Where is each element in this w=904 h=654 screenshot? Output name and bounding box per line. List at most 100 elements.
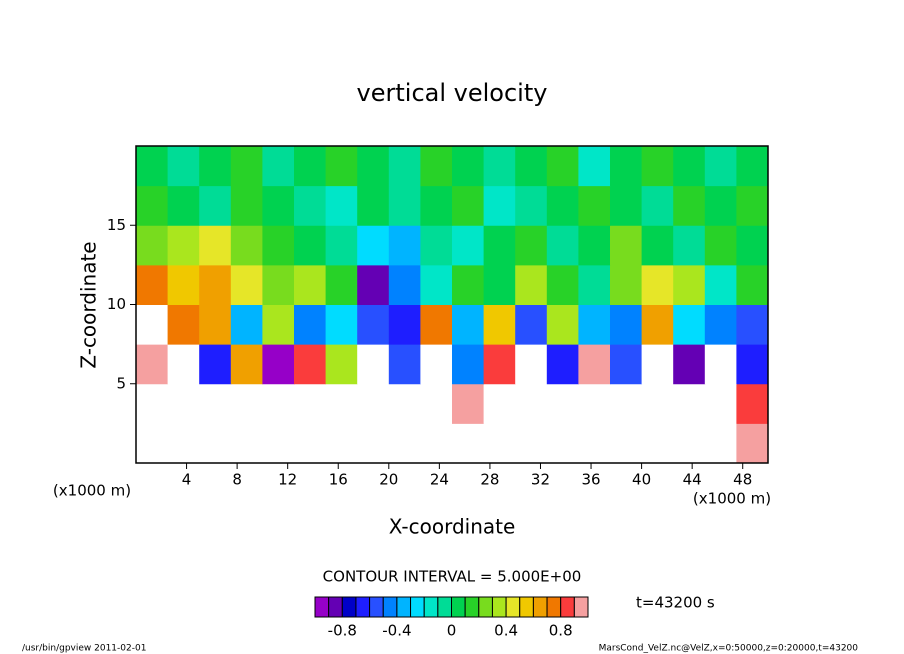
- heatmap-cell: [357, 344, 390, 385]
- x-tick-label: 8: [232, 471, 242, 489]
- heatmap-cell: [704, 344, 737, 385]
- colorbar-box: [491, 596, 507, 618]
- heatmap-cell: [546, 344, 579, 385]
- colorbar-box: [560, 596, 575, 618]
- heatmap-cell: [167, 423, 200, 464]
- y-unit-label: (x1000 m): [53, 482, 131, 500]
- heatmap-cell: [736, 423, 769, 464]
- colorbar-tick-label: -0.8: [328, 622, 357, 640]
- heatmap-cell: [262, 185, 295, 226]
- heatmap-cell: [420, 146, 453, 187]
- heatmap-cell: [673, 146, 706, 187]
- heatmap-cell: [546, 264, 579, 305]
- heatmap-cell: [388, 344, 421, 385]
- heatmap-cell: [483, 344, 516, 385]
- y-tick-label: 10: [107, 295, 126, 313]
- heatmap-cell: [736, 225, 769, 266]
- heatmap-cell: [325, 344, 358, 385]
- heatmap-cell: [704, 383, 737, 424]
- heatmap-cell: [357, 146, 390, 187]
- heatmap-cell: [704, 264, 737, 305]
- heatmap-cell: [610, 423, 643, 464]
- footer-right: MarsCond_VelZ.nc@VelZ,x=0:50000,z=0:2000…: [599, 644, 859, 654]
- heatmap-cell: [357, 423, 390, 464]
- heatmap-cell: [230, 225, 263, 266]
- heatmap-cell: [483, 383, 516, 424]
- heatmap-cell: [578, 423, 611, 464]
- heatmap-cell: [452, 264, 485, 305]
- heatmap-cell: [452, 423, 485, 464]
- heatmap-cell: [452, 225, 485, 266]
- colorbar-box: [464, 596, 480, 618]
- heatmap-cell: [357, 304, 390, 345]
- heatmap-cell: [483, 225, 516, 266]
- x-tick-label: 44: [683, 471, 702, 489]
- heatmap-cell: [483, 185, 516, 226]
- heatmap-cell: [230, 264, 263, 305]
- colorbar-box: [451, 596, 466, 618]
- heatmap-cell: [704, 225, 737, 266]
- heatmap-cell: [704, 423, 737, 464]
- colorbar-box: [355, 596, 371, 618]
- heatmap-cell: [325, 146, 358, 187]
- heatmap-cell: [199, 264, 232, 305]
- heatmap-cell: [167, 225, 200, 266]
- colorbar-tick-label: 0.4: [494, 622, 518, 640]
- heatmap-cell: [483, 264, 516, 305]
- x-tick-label: 24: [430, 471, 449, 489]
- heatmap-cell: [136, 264, 169, 305]
- y-axis-label: Z-coordinate: [77, 241, 101, 368]
- colorbar-box: [341, 596, 357, 618]
- heatmap-cell: [262, 383, 295, 424]
- heatmap-cell: [578, 225, 611, 266]
- heatmap-cell: [294, 264, 327, 305]
- colorbar-box: [573, 596, 589, 618]
- heatmap-cell: [610, 146, 643, 187]
- heatmap-cell: [515, 423, 548, 464]
- x-axis-label: X-coordinate: [389, 515, 516, 539]
- heatmap-cell: [610, 383, 643, 424]
- heatmap-cell: [546, 146, 579, 187]
- heatmap-cell: [641, 383, 674, 424]
- heatmap-cell: [673, 264, 706, 305]
- heatmap-cell: [230, 146, 263, 187]
- heatmap-cell: [388, 264, 421, 305]
- time-label: t=43200 s: [636, 594, 715, 612]
- heatmap-cell: [136, 225, 169, 266]
- heatmap-cell: [515, 185, 548, 226]
- y-tick-label: 5: [116, 374, 126, 392]
- heatmap-cell: [136, 423, 169, 464]
- heatmap-cell: [388, 185, 421, 226]
- heatmap-cell: [673, 225, 706, 266]
- heatmap-cell: [357, 264, 390, 305]
- heatmap-cell: [578, 344, 611, 385]
- colorbar-box: [546, 596, 562, 618]
- heatmap-cell: [736, 304, 769, 345]
- heatmap-cell: [610, 304, 643, 345]
- heatmap-cell: [578, 264, 611, 305]
- heatmap-cell: [546, 225, 579, 266]
- x-tick-label: 28: [480, 471, 499, 489]
- colorbar-box: [328, 596, 343, 618]
- x-tick-label: 20: [379, 471, 398, 489]
- heatmap-cell: [199, 383, 232, 424]
- heatmap-cell: [262, 344, 295, 385]
- heatmap-cell: [199, 225, 232, 266]
- heatmap-cell: [167, 185, 200, 226]
- heatmap-cell: [230, 383, 263, 424]
- heatmap-cell: [325, 225, 358, 266]
- heatmap-cell: [452, 185, 485, 226]
- footer-left: /usr/bin/gpview 2011-02-01: [22, 644, 146, 654]
- heatmap-cell: [325, 304, 358, 345]
- heatmap-cell: [641, 344, 674, 385]
- heatmap-cell: [736, 264, 769, 305]
- heatmap-cell: [704, 304, 737, 345]
- heatmap-cell: [610, 225, 643, 266]
- colorbar-box: [505, 596, 521, 618]
- heatmap-cell: [452, 146, 485, 187]
- heatmap-cell: [325, 423, 358, 464]
- heatmap-cell: [294, 423, 327, 464]
- x-tick-label: 32: [531, 471, 550, 489]
- heatmap-cell: [294, 383, 327, 424]
